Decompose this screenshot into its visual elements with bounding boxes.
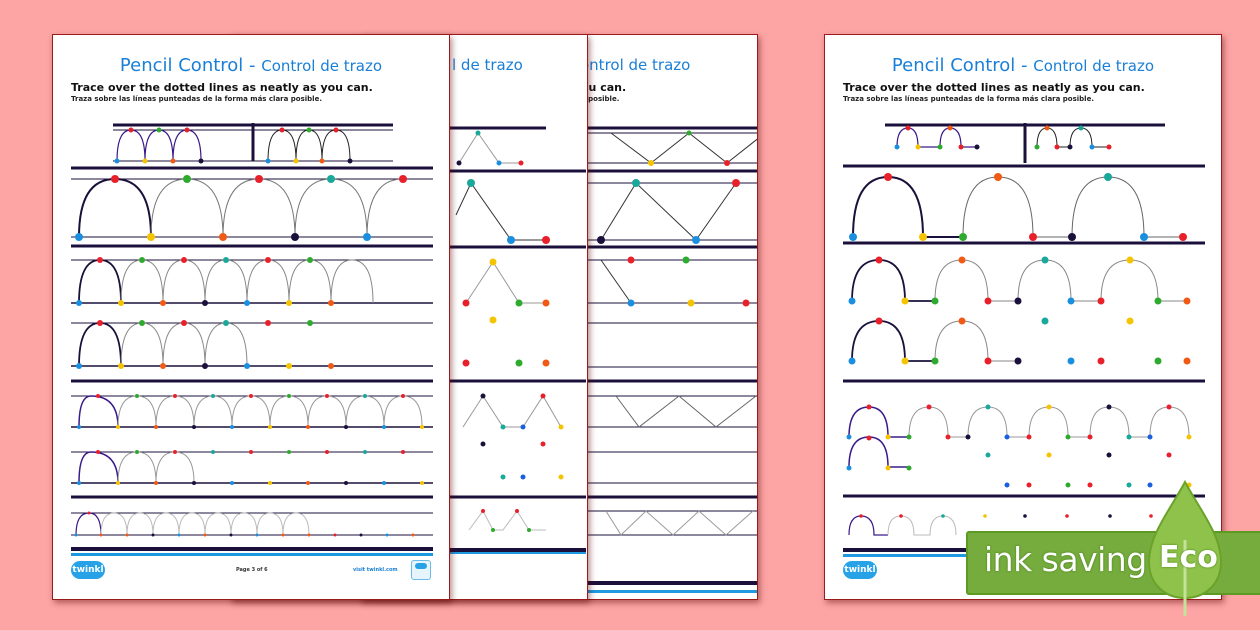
instruction-spanish: Traza sobre las líneas punteadas de la f…	[71, 95, 322, 103]
instruction-english: Trace over the dotted lines as neatly as…	[843, 81, 1145, 94]
worksheet-page-front-right: Pencil Control - Control de trazo Trace …	[824, 34, 1222, 600]
instruction-english: ou can.	[581, 81, 627, 94]
ink-saving-label: ink saving	[984, 540, 1147, 579]
worksheet-page-front-left: Pencil Control - Control de trazo Trace …	[52, 34, 450, 600]
instruction-spanish: a posible.	[581, 95, 620, 103]
worksheet-title: Pencil Control - Control de trazo	[119, 55, 383, 76]
page-number: Page 3 of 6	[236, 567, 268, 573]
twinkl-logo: twinkl	[71, 561, 105, 579]
instruction-spanish: Traza sobre las líneas punteadas de la f…	[843, 95, 1094, 103]
arch-tracing-exercises	[843, 123, 1205, 536]
worksheet-title: l de trazo	[452, 56, 523, 74]
instruction-english: Trace over the dotted lines as neatly as…	[71, 81, 373, 94]
eco-label: Eco	[1159, 540, 1218, 575]
leaf-icon	[1147, 480, 1223, 616]
footer-site-link: visit twinkl.com	[353, 567, 398, 573]
arch-tracing-exercises	[71, 123, 433, 537]
twinkl-badge-icon	[411, 560, 431, 580]
worksheet-title: Pencil Control - Control de trazo	[891, 55, 1155, 76]
worksheet-title: ontrol de trazo	[580, 56, 691, 74]
twinkl-logo: twinkl	[843, 561, 877, 579]
